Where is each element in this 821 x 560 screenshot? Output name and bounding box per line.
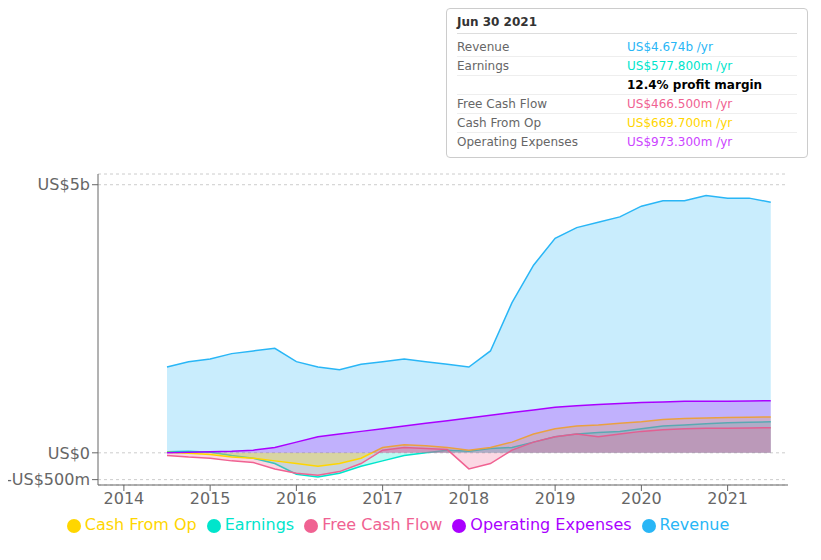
svg-text:2019: 2019	[535, 489, 576, 508]
html-text:Free Cash Flow: Free Cash Flow	[322, 515, 443, 534]
svg-text:2018: 2018	[449, 489, 490, 508]
html-text:US$4.674b /yr: US$4.674b /yr	[627, 40, 713, 54]
html-text:Revenue: Revenue	[659, 515, 730, 534]
html-text:Cash From Op: Cash From Op	[457, 116, 541, 130]
html-text:12.4% profit margin: 12.4% profit margin	[627, 78, 763, 92]
html-text:Operating Expenses: Operating Expenses	[470, 515, 632, 534]
svg-text:2020: 2020	[621, 489, 662, 508]
html-text:Earnings: Earnings	[457, 59, 510, 73]
html-text:Free Cash Flow: Free Cash Flow	[457, 97, 548, 111]
html-text:Earnings: Earnings	[224, 515, 295, 534]
html-text:Operating Expenses: Operating Expenses	[457, 135, 578, 149]
svg-text:2017: 2017	[362, 489, 403, 508]
svg-text:US$0: US$0	[48, 444, 90, 463]
svg-text:2021: 2021	[707, 489, 748, 508]
svg-text:US$5b: US$5b	[38, 175, 90, 194]
html-text:Revenue: Revenue	[457, 40, 510, 54]
svg-text:2015: 2015	[190, 489, 231, 508]
html-text:US$577.800m /yr: US$577.800m /yr	[627, 59, 733, 73]
html-text:Cash From Op: Cash From Op	[84, 515, 197, 534]
html-text:US$466.500m /yr: US$466.500m /yr	[627, 97, 733, 111]
svg-text:2016: 2016	[276, 489, 317, 508]
html-text:US$669.700m /yr: US$669.700m /yr	[627, 116, 733, 130]
html-text:Jun 30 2021: Jun 30 2021	[457, 15, 537, 29]
svg-text:2014: 2014	[104, 489, 145, 508]
svg-text:-US$500m: -US$500m	[8, 470, 90, 489]
html-text:US$973.300m /yr: US$973.300m /yr	[627, 135, 733, 149]
